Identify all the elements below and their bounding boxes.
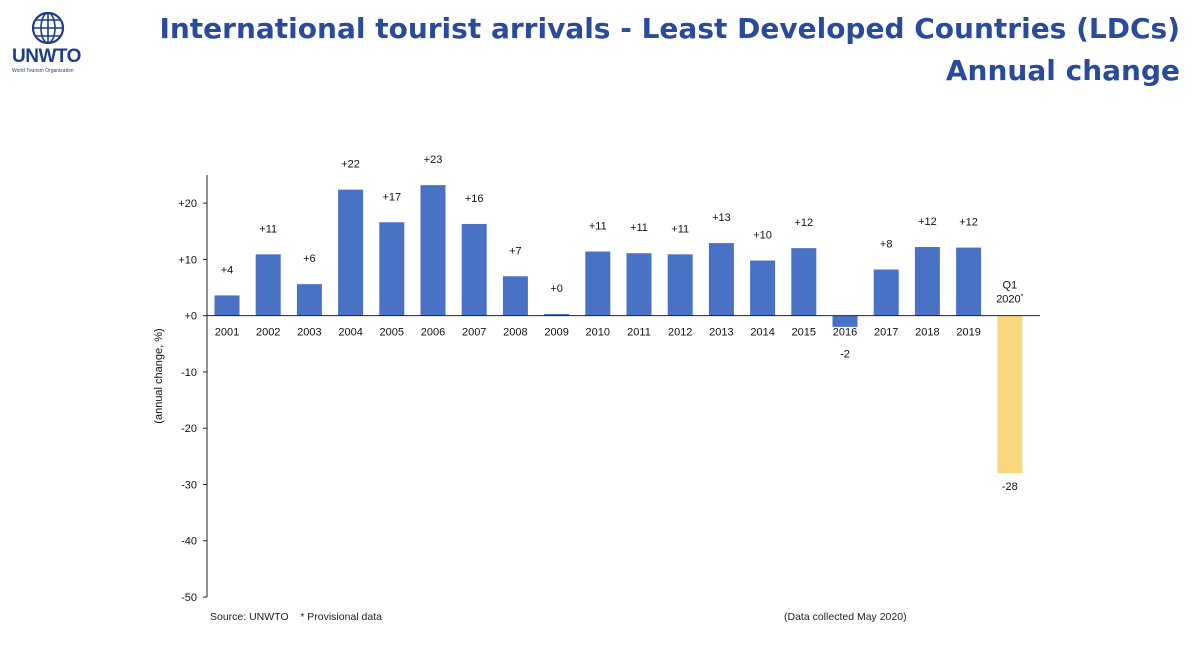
x-tick-label: 2017	[874, 327, 898, 339]
bar	[873, 269, 899, 316]
x-tick-label: 2019	[956, 327, 980, 339]
x-tick-label: 2009	[544, 327, 568, 339]
page-title: International tourist arrivals - Least D…	[159, 8, 1180, 92]
data-label: +10	[753, 230, 772, 242]
bar	[956, 247, 982, 316]
bar	[914, 247, 940, 316]
data-label: +11	[630, 222, 648, 234]
data-label: +11	[671, 223, 689, 235]
x-tick-label: 2004	[338, 327, 362, 339]
y-tick-label: -30	[181, 479, 197, 491]
y-tick-label: -10	[181, 367, 197, 379]
x-tick-label: 2001	[215, 327, 239, 339]
x-tick-label: 2003	[297, 327, 321, 339]
data-label: +12	[959, 217, 978, 229]
bar	[708, 243, 734, 316]
x-tick-label: 2002	[256, 327, 280, 339]
x-tick-label: 2014	[750, 327, 774, 339]
bar	[214, 295, 240, 316]
title-line-2: Annual change	[945, 54, 1180, 87]
data-label: +11	[259, 223, 277, 235]
provisional-note: * Provisional data	[300, 611, 382, 623]
data-label: +0	[550, 283, 563, 295]
x-tick-label: 2007	[462, 327, 486, 339]
bar	[420, 185, 446, 316]
y-tick-label: -40	[181, 536, 197, 548]
data-label: -2	[840, 349, 850, 361]
bar	[379, 222, 405, 316]
source-note: Source: UNWTO * Provisional data	[210, 611, 382, 623]
bar	[296, 284, 322, 316]
bar	[832, 315, 858, 327]
globe-laurel-icon	[31, 11, 65, 45]
bar	[667, 254, 693, 316]
y-tick-label: +10	[178, 254, 197, 266]
bar	[626, 253, 652, 316]
source-text: Source: UNWTO	[210, 611, 289, 623]
data-label: +8	[880, 239, 893, 251]
x-tick-label: 2013	[709, 327, 733, 339]
bar	[750, 260, 776, 316]
data-label: +16	[465, 193, 484, 205]
bar	[997, 315, 1023, 474]
logo-subtitle: World Tourism Organization	[12, 68, 74, 74]
data-label: +7	[509, 245, 522, 257]
logo-text: UNWTO	[12, 46, 81, 67]
x-tick-label: 2015	[792, 327, 816, 339]
bar	[255, 254, 281, 316]
data-label: -28	[1002, 481, 1018, 493]
y-tick-label: +20	[178, 198, 197, 210]
data-label: +12	[794, 217, 813, 229]
data-label: +11	[589, 221, 607, 233]
bar	[338, 189, 364, 316]
bar	[461, 223, 487, 316]
data-label: +12	[918, 216, 937, 228]
x-tick-label: 2010	[586, 327, 610, 339]
data-label: +23	[424, 154, 443, 166]
x-tick-label: 2011	[627, 327, 651, 339]
y-tick-label: +0	[184, 311, 197, 323]
data-label: +6	[303, 253, 316, 265]
x-tick-label: 2020*	[996, 294, 1023, 306]
y-axis-label: (annual change, %)	[153, 328, 165, 423]
x-tick-label: 2006	[421, 327, 445, 339]
x-tick-label: Q1	[1002, 280, 1017, 292]
x-tick-label: 2008	[503, 327, 527, 339]
bar	[585, 251, 611, 316]
data-collected-note: (Data collected May 2020)	[784, 611, 907, 623]
x-tick-label: 2005	[380, 327, 404, 339]
x-tick-label: 2016	[833, 327, 857, 339]
unwto-logo: UNWTO World Tourism Organization	[8, 8, 90, 78]
data-label: +13	[712, 212, 731, 224]
title-line-1: International tourist arrivals - Least D…	[159, 12, 1180, 45]
data-label: +22	[341, 159, 360, 171]
bar	[502, 276, 528, 316]
bar	[791, 248, 817, 316]
x-tick-label: 2012	[668, 327, 692, 339]
bar	[544, 313, 570, 316]
x-tick-label: 2018	[915, 327, 939, 339]
data-label: +17	[382, 191, 401, 203]
y-tick-label: -50	[181, 592, 197, 604]
data-label: +4	[221, 264, 234, 276]
y-tick-label: -20	[181, 423, 197, 435]
